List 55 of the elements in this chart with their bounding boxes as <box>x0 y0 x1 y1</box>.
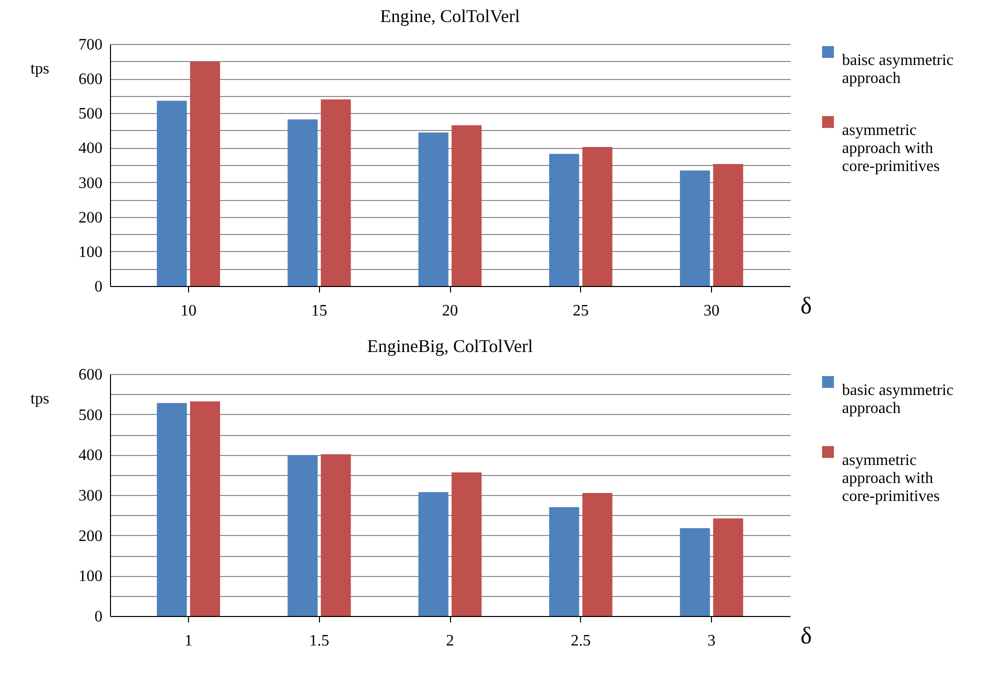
x-tick-label: 20 <box>442 302 458 320</box>
legend-label: baisc asymmetric approach <box>842 52 954 87</box>
bar <box>190 401 220 616</box>
bar <box>713 518 744 616</box>
bar <box>320 99 351 286</box>
legend-label: basic asymmetric approach <box>842 382 954 417</box>
x-axis-title: δ <box>800 294 812 320</box>
x-tick-label: 30 <box>704 302 720 320</box>
y-axis-title: tps <box>30 60 50 78</box>
y-tick-label: 500 <box>78 406 102 424</box>
bar <box>418 132 448 286</box>
y-tick-label: 300 <box>78 174 102 192</box>
x-tick-label: 25 <box>572 302 589 320</box>
y-tick-label: 200 <box>78 528 102 545</box>
bar <box>452 125 482 286</box>
y-tick-label: 600 <box>78 366 102 384</box>
x-tick-label: 10 <box>180 302 196 320</box>
y-tick-label: 300 <box>78 488 102 504</box>
bar <box>452 472 482 616</box>
y-tick-label: 100 <box>78 244 102 261</box>
bar <box>288 119 318 286</box>
bar <box>156 100 187 286</box>
x-tick-label: 3 <box>708 632 716 650</box>
y-tick-label: 200 <box>78 209 102 226</box>
bar <box>320 454 351 616</box>
y-tick-label: 400 <box>78 447 102 464</box>
legend-label: asymmetric approach with core-primitives <box>842 122 940 175</box>
bar <box>418 492 448 616</box>
x-tick-label: 2 <box>446 632 454 650</box>
y-axis-title: tps <box>30 390 50 408</box>
bar <box>680 528 710 616</box>
y-tick-label: 100 <box>78 568 102 586</box>
y-tick-label: 0 <box>94 608 102 626</box>
x-tick-label: 15 <box>311 302 328 320</box>
chart-title: Engine, ColTolVerl <box>380 6 520 26</box>
x-tick-label: 1.5 <box>309 632 330 650</box>
legend-label: asymmetric approach with core-primitives <box>842 452 940 505</box>
y-tick-label: 400 <box>78 140 102 158</box>
bar <box>156 403 187 616</box>
x-tick-label: 2.5 <box>570 632 591 650</box>
y-tick-label: 0 <box>94 278 102 296</box>
bar <box>680 170 710 286</box>
x-axis-title: δ <box>800 624 812 650</box>
bar <box>190 62 220 286</box>
y-tick-label: 500 <box>78 106 102 123</box>
y-tick-label: 700 <box>78 36 102 54</box>
chart-title: EngineBig, ColTolVerl <box>367 336 533 356</box>
bar <box>582 147 612 286</box>
bar <box>288 455 318 616</box>
y-tick-label: 600 <box>78 71 102 88</box>
x-tick-label: 1 <box>184 632 192 650</box>
bar <box>549 154 580 286</box>
bar <box>549 507 580 616</box>
bar <box>582 492 612 616</box>
bar <box>713 164 744 286</box>
